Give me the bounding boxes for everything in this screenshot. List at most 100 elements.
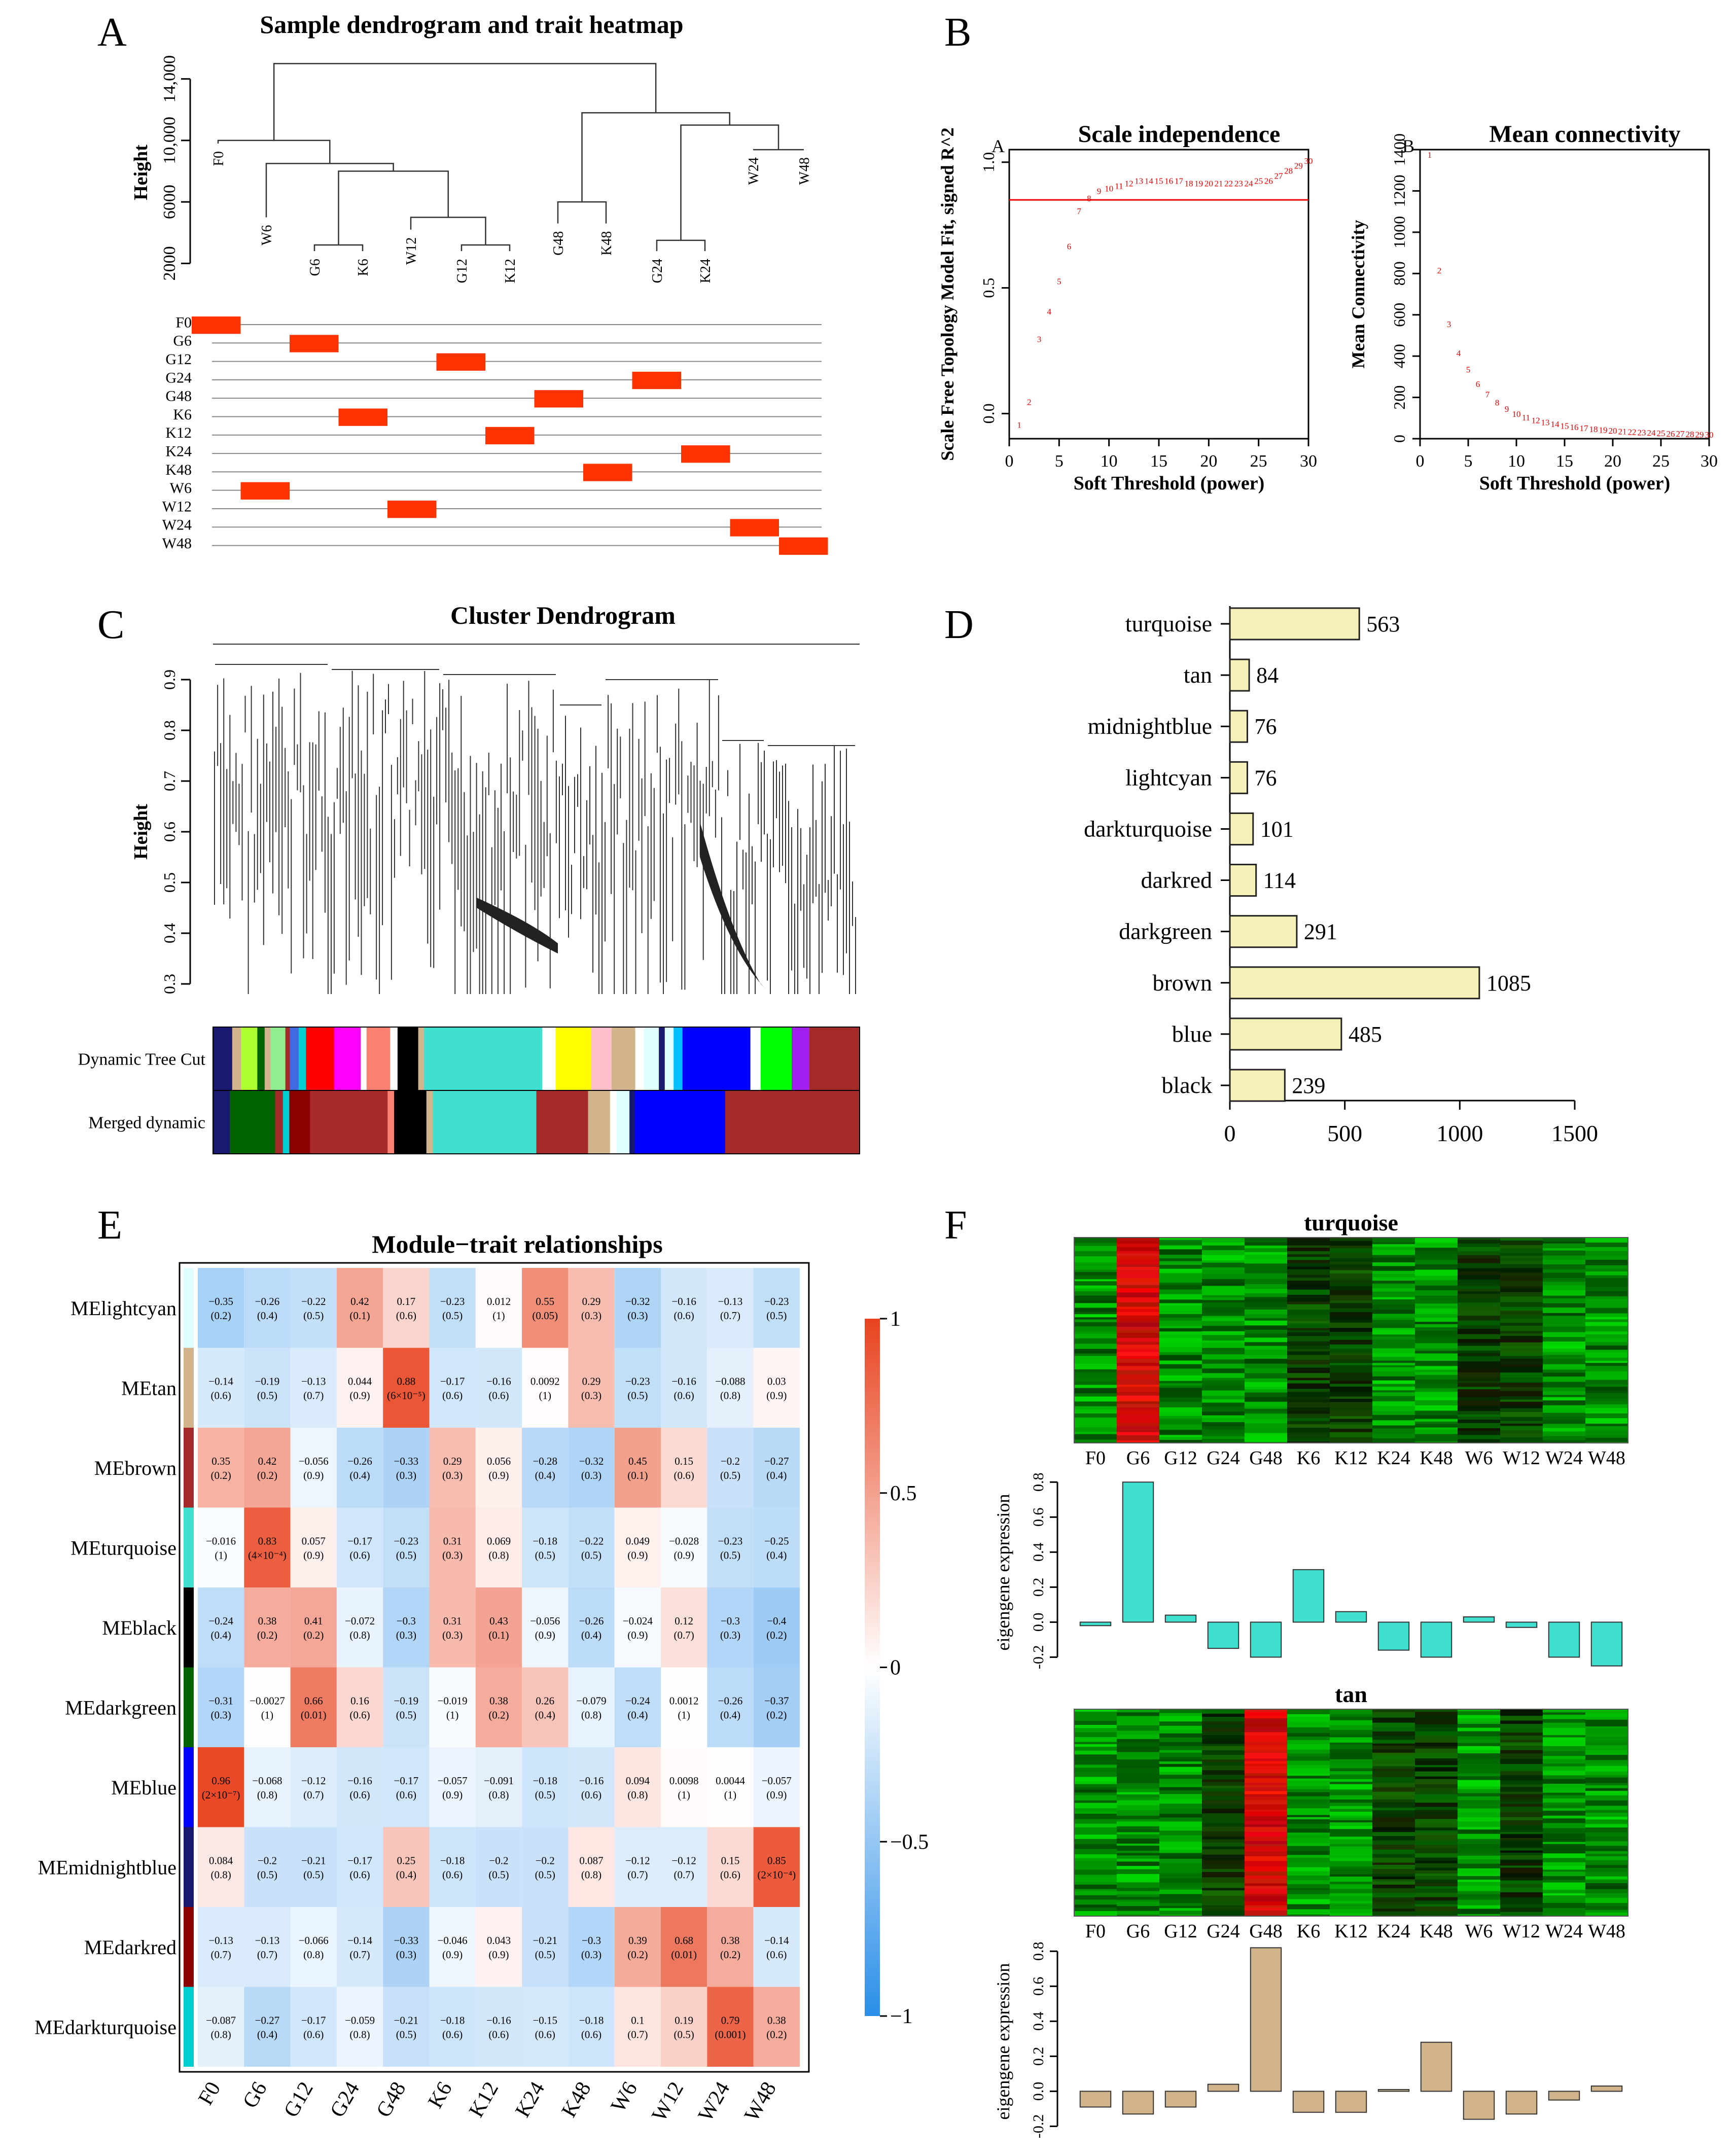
heatmap-stripe — [1159, 1903, 1202, 1906]
heatmap-stripe — [1330, 1891, 1373, 1894]
module-color-segment — [298, 1027, 306, 1090]
heatmap-cell — [290, 1907, 337, 1987]
heatmap-stripe — [1074, 1356, 1117, 1360]
data-point: 27 — [1274, 171, 1284, 181]
bar — [1463, 2091, 1495, 2120]
heatmap-stripe — [1202, 1765, 1245, 1771]
x-axis-label: Soft Threshold (power) — [1479, 473, 1671, 494]
heatmap-stripe — [1117, 1725, 1160, 1731]
heatmap-stripe — [1330, 1392, 1373, 1397]
heatmap-stripe — [1585, 1375, 1628, 1380]
heatmap-stripe — [1415, 1300, 1458, 1304]
heatmap-stripe — [1074, 1269, 1117, 1273]
cell-pvalue: (0.4) — [627, 1709, 648, 1721]
cell-value: −0.17 — [301, 2014, 326, 2026]
x-tick-label: 15 — [1150, 452, 1167, 471]
heatmap-stripe — [1585, 1242, 1628, 1248]
heatmap-stripe — [1415, 1776, 1458, 1780]
cell-pvalue: (0.8) — [581, 1709, 601, 1721]
heatmap-stripe — [1159, 1737, 1202, 1743]
heatmap-stripe — [1500, 1268, 1543, 1273]
heatmap-stripe — [1159, 1275, 1202, 1281]
heatmap-stripe — [1117, 1264, 1160, 1267]
heatmap-stripe — [1117, 1734, 1160, 1740]
heatmap-stripe — [1372, 1420, 1415, 1426]
cell-value: −0.0027 — [250, 1694, 285, 1707]
y-tick-label: -0.2 — [1030, 1645, 1047, 1670]
heatmap-stripe — [1458, 1431, 1501, 1435]
heatmap-stripe — [1543, 1903, 1586, 1909]
heatmap-stripe — [1330, 1735, 1373, 1738]
heatmap-stripe — [1245, 1753, 1288, 1759]
heatmap-stripe — [1372, 1270, 1415, 1275]
heatmap-stripe — [1543, 1890, 1586, 1894]
heatmap-stripe — [1074, 1795, 1117, 1801]
heatmap-stripe — [1287, 1364, 1330, 1368]
heatmap-stripe — [1245, 1846, 1288, 1849]
heatmap-stripe — [1117, 1404, 1160, 1408]
heatmap-stripe — [1372, 1864, 1415, 1869]
heatmap-stripe — [1585, 1418, 1628, 1424]
heatmap-stripe — [1074, 1737, 1117, 1742]
heatmap-cell — [568, 1587, 615, 1668]
heatmap-stripe — [1330, 1267, 1373, 1270]
y-tick-label: 0.8 — [1030, 1942, 1047, 1961]
cell-value: 0.25 — [397, 1854, 415, 1866]
heatmap-stripe — [1117, 1385, 1160, 1388]
cell-value: −0.16 — [347, 1775, 372, 1787]
heatmap-stripe — [1500, 1335, 1543, 1339]
cell-value: −0.057 — [762, 1775, 792, 1787]
heatmap-stripe — [1458, 1731, 1501, 1737]
heatmap-stripe — [1287, 1843, 1330, 1847]
heatmap-stripe — [1117, 1858, 1160, 1862]
leaf-label: G12 — [454, 259, 470, 283]
heatmap-cell — [244, 1587, 291, 1668]
heatmap-stripe — [1543, 1798, 1586, 1803]
heatmap-stripe — [1117, 1330, 1160, 1333]
heatmap-stripe — [1585, 1851, 1628, 1854]
heatmap-stripe — [1117, 1238, 1160, 1242]
heatmap-stripe — [1287, 1727, 1330, 1734]
heatmap-stripe — [1159, 1347, 1202, 1353]
heatmap-stripe — [1500, 1238, 1543, 1241]
cell-value: 0.41 — [304, 1615, 323, 1627]
heatmap-stripe — [1415, 1714, 1458, 1720]
heatmap-stripe — [1074, 1858, 1117, 1861]
heatmap-stripe — [1500, 1750, 1543, 1754]
heatmap-stripe — [1543, 1808, 1586, 1811]
cell-pvalue: (0.5) — [396, 1549, 416, 1561]
heatmap-stripe — [1287, 1756, 1330, 1761]
x-tick-label: 10 — [1101, 452, 1118, 471]
heatmap-stripe — [1543, 1815, 1586, 1819]
heatmap-stripe — [1372, 1854, 1415, 1858]
cell-value: −0.37 — [764, 1694, 789, 1707]
heatmap-stripe — [1245, 1337, 1288, 1343]
heatmap-cell — [244, 1827, 291, 1907]
dendrogram-branch — [273, 63, 657, 140]
heatmap-stripe — [1287, 1432, 1330, 1438]
heatmap-stripe — [1117, 1846, 1160, 1851]
heatmap-stripe — [1543, 1712, 1586, 1715]
heatmap-stripe — [1074, 1319, 1117, 1323]
heatmap-stripe — [1074, 1417, 1117, 1423]
heatmap-stripe — [1500, 1401, 1543, 1406]
heatmap-cell — [475, 1587, 522, 1668]
heatmap-stripe — [1287, 1263, 1330, 1267]
heatmap-stripe — [1159, 1254, 1202, 1259]
heatmap-stripe — [1372, 1348, 1415, 1354]
heatmap-stripe — [1159, 1830, 1202, 1836]
heatmap-stripe — [1415, 1419, 1458, 1422]
heatmap-stripe — [1159, 1733, 1202, 1738]
heatmap-cell — [198, 1827, 244, 1907]
heatmap-stripe — [1543, 1278, 1586, 1282]
module-color-segment — [418, 1027, 424, 1090]
heatmap-stripe — [1117, 1768, 1160, 1774]
module-color-segment — [264, 1027, 271, 1090]
heatmap-stripe — [1415, 1724, 1458, 1728]
heatmap-stripe — [1245, 1894, 1288, 1897]
cell-value: −0.056 — [299, 1455, 329, 1467]
data-point: 15 — [1561, 421, 1569, 431]
module-color-segment — [644, 1027, 659, 1090]
heatmap-stripe — [1543, 1900, 1586, 1903]
cell-pvalue: (0.8) — [211, 2028, 231, 2040]
